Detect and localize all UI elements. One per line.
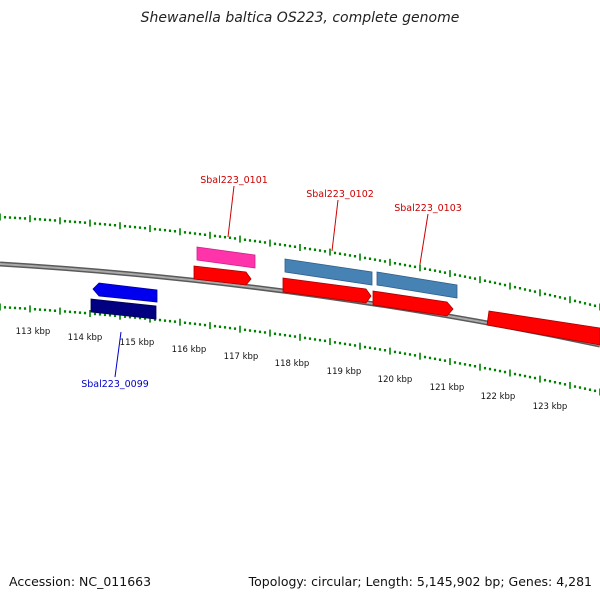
gene-label-0099[interactable]: Sbal223_0099 [81, 379, 149, 390]
tick-label: 121 kbp [430, 383, 465, 393]
cds-arrow-0099[interactable] [92, 282, 158, 303]
tick-label: 122 kbp [481, 392, 516, 402]
tick-label: 119 kbp [327, 367, 362, 377]
leader-0101 [227, 185, 235, 238]
page-title: Shewanella baltica OS223, complete genom… [141, 10, 460, 26]
cds-arrow-0102[interactable] [282, 277, 372, 304]
cds-arrow-0103[interactable] [372, 290, 454, 317]
cds-track [92, 265, 600, 346]
tick-label: 113 kbp [16, 327, 51, 337]
leader-0103 [419, 213, 429, 265]
tick-label: 117 kbp [224, 352, 259, 362]
outer-tick-ring [0, 213, 600, 311]
tick-label: 118 kbp [275, 359, 310, 369]
leader-0099 [114, 331, 122, 378]
feature-block-0102[interactable] [284, 258, 373, 286]
tick-label: 115 kbp [120, 338, 155, 348]
inner-tick-ring [0, 303, 600, 396]
tick-label: 116 kbp [172, 345, 207, 355]
genome-summary-text: Topology: circular; Length: 5,145,902 bp… [248, 574, 592, 589]
label-leaders [114, 185, 429, 378]
cds-arrow-0101[interactable] [193, 265, 252, 286]
leader-0102 [331, 199, 339, 252]
feature-track [90, 246, 458, 320]
gene-label-0101[interactable]: Sbal223_0101 [200, 175, 268, 186]
feature-block-0101[interactable] [196, 246, 256, 269]
tick-label: 123 kbp [533, 402, 568, 412]
feature-block-0103[interactable] [376, 271, 458, 299]
accession-text: Accession: NC_011663 [9, 574, 151, 589]
feature-block-0099[interactable] [90, 298, 157, 320]
cds-arrow-partial[interactable] [486, 310, 600, 346]
gene-label-0103[interactable]: Sbal223_0103 [394, 203, 462, 214]
tick-label: 114 kbp [68, 333, 103, 343]
tick-label: 120 kbp [378, 375, 413, 385]
gene-label-0102[interactable]: Sbal223_0102 [306, 189, 374, 200]
kbp-tick-labels: 113 kbp 114 kbp 115 kbp 116 kbp 117 kbp … [16, 327, 568, 412]
